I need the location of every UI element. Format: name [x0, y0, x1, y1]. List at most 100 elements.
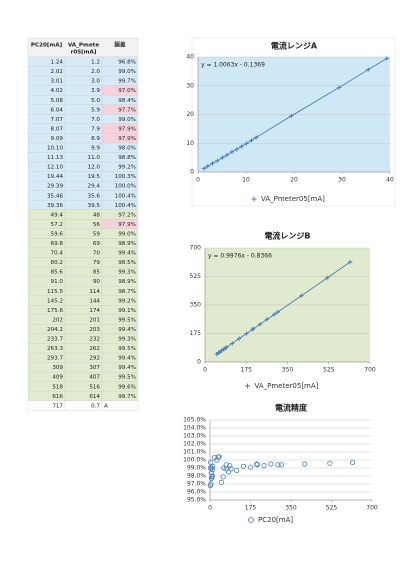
table-cell: 2.02 — [51, 69, 63, 75]
table-cell: 99.3% — [118, 337, 136, 343]
legend-marker — [251, 196, 257, 202]
point — [209, 466, 216, 473]
y-tick-label: 105.0% — [183, 417, 206, 424]
point — [224, 345, 229, 350]
y-tick-label: 30 — [186, 82, 194, 89]
table-cell: 99.6% — [118, 384, 136, 390]
point — [210, 161, 215, 166]
table-cell: 19.44 — [47, 174, 63, 180]
y-tick-label: 102.0% — [183, 441, 206, 448]
y-tick-label: 101.0% — [183, 449, 206, 456]
table-cell: 85.6 — [51, 270, 64, 276]
table-cell: 98.5% — [118, 260, 136, 266]
point — [261, 462, 267, 469]
x-tick-label: 525 — [323, 367, 335, 374]
table-cell: 8.07 — [51, 126, 64, 132]
table-cell: 203 — [89, 327, 100, 333]
table-cell: 614 — [89, 394, 100, 400]
y-tick-label: 103.0% — [183, 433, 206, 440]
table-cell: 99.5% — [118, 317, 136, 323]
table-cell: 70.4 — [51, 251, 64, 257]
point — [215, 158, 220, 163]
header-cell: PC20[mA] — [31, 43, 63, 49]
point — [253, 135, 259, 140]
point — [208, 481, 214, 487]
point — [278, 462, 285, 468]
point — [219, 348, 224, 353]
y-tick-label: 20 — [186, 111, 194, 118]
table-cell: 409 — [52, 375, 63, 381]
point — [216, 350, 221, 356]
point — [220, 474, 226, 480]
trend-equation: y = 1.0063x - 0.1369 — [201, 62, 265, 69]
table-cell: 1.2 — [91, 60, 100, 66]
point — [272, 312, 277, 317]
table-cell: 5.08 — [51, 98, 64, 104]
table-cell: 7.07 — [51, 117, 64, 123]
table-cell: 99.7% — [118, 79, 136, 85]
table-cell: 99.5% — [118, 375, 136, 381]
table-cell: 56 — [93, 222, 101, 228]
y-tick-label: 0 — [197, 359, 201, 366]
legend-marker — [245, 383, 250, 389]
x-tick-label: 20 — [290, 177, 298, 184]
table-cell: 9.9 — [91, 146, 100, 152]
table-cell: 9.09 — [51, 136, 64, 142]
point — [254, 462, 260, 468]
table-cell: 616 — [52, 394, 63, 400]
table-cell: 97.9% — [118, 136, 136, 142]
table-cell: 309 — [52, 365, 63, 371]
table-cell: 90 — [93, 279, 101, 285]
table-cell: 57.2 — [51, 222, 63, 228]
point — [349, 459, 356, 465]
point — [299, 293, 304, 298]
point — [366, 67, 371, 72]
table-cell: 98.0% — [118, 146, 136, 152]
header-cell: VA_Pmete — [68, 43, 99, 49]
table-cell: 99.3% — [118, 270, 136, 276]
chart-title: 電流レンジB — [264, 231, 310, 241]
table-cell: 99.7% — [118, 394, 136, 400]
table-cell: A — [104, 403, 108, 409]
y-tick-label: 97.0% — [187, 481, 206, 488]
table-cell: 48 — [93, 212, 101, 218]
table-cell: 99.0% — [118, 117, 136, 123]
table-cell: 12.10 — [47, 165, 63, 171]
table-cell: 85 — [93, 270, 101, 276]
table-cell: 407 — [89, 375, 100, 381]
table-cell: 70 — [93, 251, 101, 257]
table-cell: 19.5 — [88, 174, 101, 180]
series-line — [203, 58, 388, 169]
table-cell: 98.9% — [118, 241, 136, 247]
point — [230, 341, 235, 346]
table-cell: 35.6 — [88, 193, 101, 199]
x-tick-label: 700 — [364, 367, 376, 374]
table-cell: 99.4% — [118, 356, 136, 362]
table-cell: 11.0 — [88, 155, 101, 161]
table-cell: 59 — [93, 231, 101, 237]
table-cell: 99.0% — [118, 231, 136, 237]
point — [268, 461, 274, 467]
y-tick-label: 0 — [190, 169, 194, 176]
point — [244, 331, 249, 336]
table-cell: 96.8% — [118, 60, 136, 66]
header-cell: 誤差 — [114, 41, 126, 49]
y-tick-label: 96.0% — [187, 489, 206, 496]
table-cell: 263.3 — [47, 346, 63, 352]
table-cell: 3.01 — [51, 79, 64, 85]
point — [221, 465, 227, 471]
point — [218, 479, 225, 485]
table-cell: 144 — [89, 298, 100, 304]
y-tick-label: 700 — [190, 245, 202, 252]
table-cell: 5.9 — [91, 107, 100, 113]
table-cell: 8.9 — [91, 136, 100, 142]
legend-marker — [248, 517, 254, 523]
point — [228, 466, 234, 472]
point — [327, 460, 333, 466]
table-cell: 100.0% — [115, 184, 136, 190]
table-cell: 11.13 — [47, 155, 63, 161]
x-tick-label: 525 — [326, 505, 338, 512]
table-cell: 97.2% — [118, 212, 136, 218]
x-tick-label: 0 — [203, 367, 207, 374]
table-cell: 232 — [89, 337, 100, 343]
